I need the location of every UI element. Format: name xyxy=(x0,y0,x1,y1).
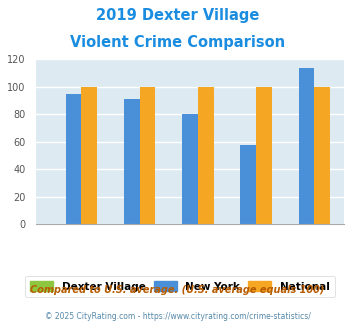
Bar xyxy=(140,87,155,224)
Bar xyxy=(198,87,213,224)
Text: Compared to U.S. average. (U.S. average equals 100): Compared to U.S. average. (U.S. average … xyxy=(30,285,325,295)
Bar xyxy=(66,94,81,224)
Bar xyxy=(299,68,314,224)
Legend: Dexter Village, New York, National: Dexter Village, New York, National xyxy=(25,276,335,297)
Bar xyxy=(240,145,256,224)
Text: 2019 Dexter Village: 2019 Dexter Village xyxy=(96,8,259,23)
Text: Violent Crime Comparison: Violent Crime Comparison xyxy=(70,35,285,50)
Bar xyxy=(314,87,330,224)
Bar xyxy=(182,115,198,224)
Text: © 2025 CityRating.com - https://www.cityrating.com/crime-statistics/: © 2025 CityRating.com - https://www.city… xyxy=(45,312,310,321)
Bar xyxy=(81,87,97,224)
Bar xyxy=(256,87,272,224)
Bar xyxy=(124,99,140,224)
